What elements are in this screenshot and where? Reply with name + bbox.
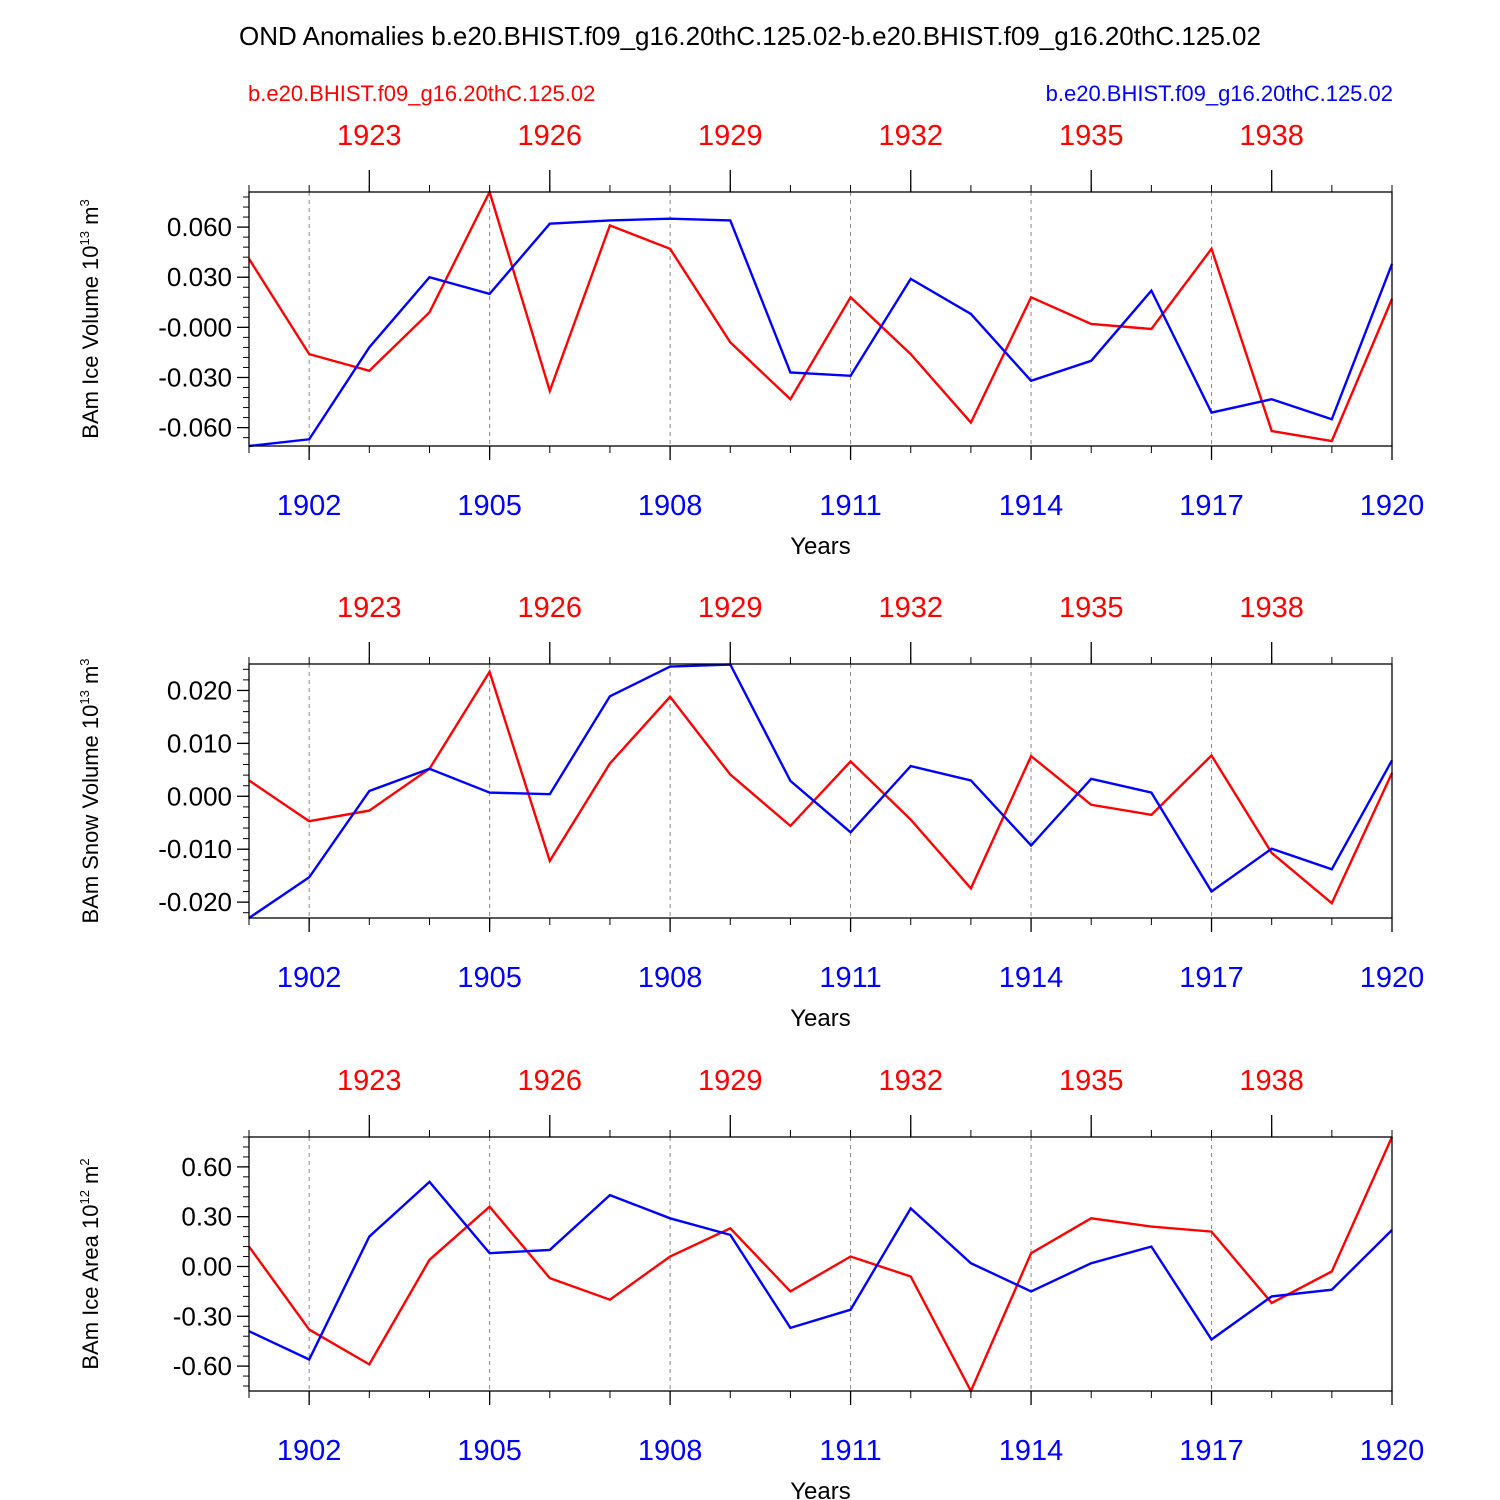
y-tick-label: -0.000 (158, 312, 232, 342)
x-tick-label-bottom: 1911 (819, 490, 881, 522)
x-tick-label-bottom: 1905 (457, 1435, 522, 1467)
x-tick-label-bottom: 1908 (638, 1435, 703, 1467)
x-tick-label-top: 1935 (1059, 592, 1124, 624)
x-tick-label-top: 1929 (698, 120, 763, 152)
y-tick-label: -0.060 (158, 413, 232, 443)
y-tick-label: -0.020 (158, 887, 232, 917)
x-tick-label-top: 1938 (1239, 120, 1304, 152)
y-tick-label: -0.30 (173, 1301, 232, 1331)
plot-frame (248, 663, 1393, 919)
x-tick-label-bottom: 1917 (1179, 490, 1244, 522)
x-tick-label-bottom: 1920 (1360, 490, 1425, 522)
x-tick-label-bottom: 1917 (1179, 1435, 1244, 1467)
x-tick-label-top: 1935 (1059, 120, 1124, 152)
y-tick-label: 0.000 (167, 781, 232, 811)
x-axis-label: Years (790, 1005, 851, 1032)
x-tick-label-top: 1938 (1239, 1065, 1304, 1097)
x-tick-label-top: 1932 (878, 592, 943, 624)
y-tick-label: 0.020 (167, 675, 232, 705)
x-tick-label-top: 1926 (518, 1065, 583, 1097)
x-axis-label: Years (790, 1478, 851, 1500)
y-tick-label: 0.30 (181, 1202, 232, 1232)
series-line-red (247, 188, 1394, 443)
x-tick-label-bottom: 1920 (1360, 1435, 1425, 1467)
x-tick-label-bottom: 1905 (457, 490, 522, 522)
panel-2: 0.020 0.010 0.000 -0.010 -0.020 1902 1905 1908 1… (77, 592, 1424, 1032)
x-tick-label-bottom: 1914 (999, 962, 1064, 994)
x-tick-label-top: 1923 (337, 1065, 402, 1097)
x-tick-label-top: 1926 (518, 592, 583, 624)
x-tick-label-bottom: 1914 (999, 490, 1064, 522)
x-tick-label-bottom: 1911 (819, 1435, 881, 1467)
chart-title: OND Anomalies b.e20.BHIST.f09_g16.20thC.… (239, 21, 1261, 51)
x-tick-label-top: 1929 (698, 1065, 763, 1097)
x-tick-label-bottom: 1908 (638, 490, 703, 522)
y-tick-label: 0.00 (181, 1251, 232, 1281)
y-tick-label: 0.060 (167, 212, 232, 242)
x-tick-label-bottom: 1908 (638, 962, 703, 994)
plot-frame (248, 191, 1393, 447)
legend-right: b.e20.BHIST.f09_g16.20thC.125.02 (1046, 81, 1393, 106)
y-tick-label: 0.010 (167, 728, 232, 758)
y-axis-label: BAm Ice Volume 1013 m3 (77, 199, 103, 438)
y-axis-label: BAm Snow Volume 1013 m3 (77, 658, 103, 923)
x-tick-label-top: 1932 (878, 1065, 943, 1097)
series-line-blue (248, 217, 1394, 448)
x-tick-label-top: 1932 (878, 120, 943, 152)
series-line-red (248, 669, 1394, 906)
x-tick-label-bottom: 1902 (277, 962, 342, 994)
x-axis-label: Years (790, 533, 851, 560)
plot-frame (248, 1136, 1393, 1392)
x-tick-label-bottom: 1902 (277, 490, 342, 522)
y-tick-label: -0.010 (158, 834, 232, 864)
y-axis-label: BAm Ice Area 1012 m2 (77, 1158, 103, 1369)
x-tick-label-top: 1938 (1239, 592, 1304, 624)
series-line-blue (248, 663, 1394, 919)
x-tick-label-top: 1926 (518, 120, 583, 152)
x-tick-label-bottom: 1905 (457, 962, 522, 994)
x-tick-label-top: 1929 (698, 592, 763, 624)
panel-1: 0.060 0.030 -0.000 -0.030 -0.060 1902 1905 1908… (77, 120, 1424, 560)
series-line-blue (248, 1180, 1393, 1362)
x-tick-label-bottom: 1917 (1179, 962, 1244, 994)
x-tick-label-top: 1923 (337, 592, 402, 624)
x-tick-label-bottom: 1920 (1360, 962, 1425, 994)
x-tick-label-bottom: 1911 (819, 962, 881, 994)
x-tick-label-bottom: 1914 (999, 1435, 1064, 1467)
series-line-red (248, 1136, 1394, 1394)
y-tick-label: 0.60 (181, 1152, 232, 1182)
x-tick-label-top: 1935 (1059, 1065, 1124, 1097)
panel-3: 0.60 0.30 0.00 -0.30 -0.60 1902 1905 1908 1911 19… (77, 1065, 1424, 1500)
y-tick-label: 0.030 (167, 262, 232, 292)
x-tick-label-top: 1923 (337, 120, 402, 152)
legend-left: b.e20.BHIST.f09_g16.20thC.125.02 (248, 81, 595, 106)
x-tick-label-bottom: 1902 (277, 1435, 342, 1467)
y-tick-label: -0.030 (158, 362, 232, 392)
y-tick-label: -0.60 (173, 1351, 232, 1381)
